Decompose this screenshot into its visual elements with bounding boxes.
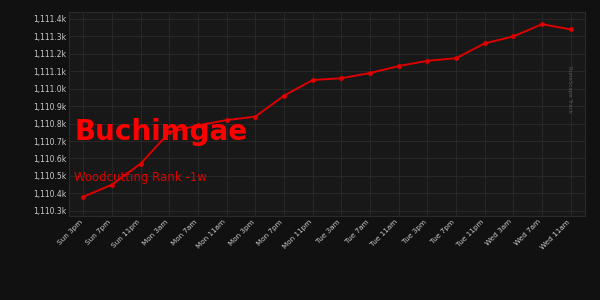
- Text: Woodcutting Rank -1w: Woodcutting Rank -1w: [74, 171, 207, 184]
- Text: Buchimgae: Buchimgae: [74, 118, 247, 146]
- Text: RuneScape Track: RuneScape Track: [567, 66, 572, 113]
